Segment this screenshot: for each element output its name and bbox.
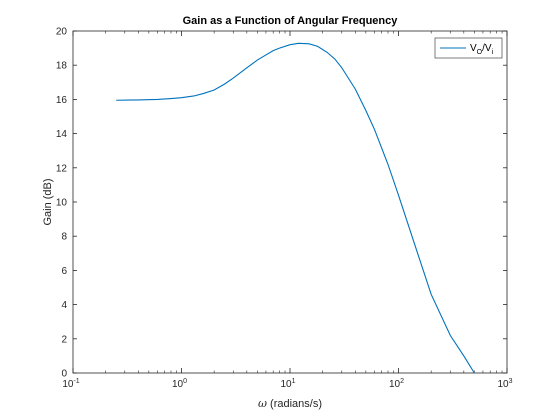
y-tick-label: 16 [56, 95, 68, 106]
y-tick-label: 12 [56, 163, 68, 174]
x-tick-mantissa: 10 [172, 379, 184, 390]
x-tick-label: 10-1 [62, 378, 79, 390]
y-tick-label: 10 [56, 198, 68, 209]
legend-v1: V [470, 43, 477, 54]
chart-title: Gain as a Function of Angular Frequency [183, 15, 399, 27]
x-tick-mantissa: 10 [389, 379, 401, 390]
y-tick-label: 0 [61, 369, 67, 380]
legend-sub2: i [492, 49, 494, 56]
legend-entry: VO/Vi [470, 43, 494, 56]
x-axis: 10-1 100 101 102 103 [62, 31, 513, 390]
legend-slash: / [482, 43, 485, 54]
x-tick-exponent: 3 [509, 378, 513, 385]
x-tick-exponent: -1 [73, 378, 79, 385]
series-line-vo-vi [116, 42, 475, 374]
y-axis: 0 2 4 6 8 10 12 14 16 18 20 [56, 27, 507, 380]
x-axis-label: ω (radians/s) [258, 397, 322, 410]
axes-box [72, 30, 508, 374]
y-tick-label: 14 [56, 129, 68, 140]
x-tick-label: 102 [389, 378, 404, 390]
x-tick-mantissa: 10 [280, 379, 292, 390]
y-tick-label: 2 [61, 334, 67, 345]
legend: VO/Vi [434, 37, 503, 59]
y-tick-label: 4 [61, 300, 67, 311]
y-tick-label: 20 [56, 27, 68, 38]
y-axis-label: Gain (dB) [42, 178, 54, 225]
x-tick-exponent: 0 [183, 378, 187, 385]
x-tick-label: 100 [172, 378, 187, 390]
x-tick-label: 101 [280, 378, 295, 390]
x-tick-exponent: 1 [292, 378, 296, 385]
x-tick-label: 103 [497, 378, 512, 390]
legend-v2: V [485, 43, 492, 54]
y-tick-label: 8 [61, 232, 67, 243]
x-axis-label-symbol: ω [258, 397, 267, 410]
legend-box [434, 37, 503, 59]
legend-sub1: O [477, 49, 483, 56]
y-tick-label: 18 [56, 61, 68, 72]
y-tick-label: 6 [61, 266, 67, 277]
x-tick-mantissa: 10 [62, 379, 74, 390]
x-tick-exponent: 2 [400, 378, 404, 385]
x-axis-label-text: (radians/s) [267, 398, 322, 410]
x-tick-mantissa: 10 [497, 379, 509, 390]
